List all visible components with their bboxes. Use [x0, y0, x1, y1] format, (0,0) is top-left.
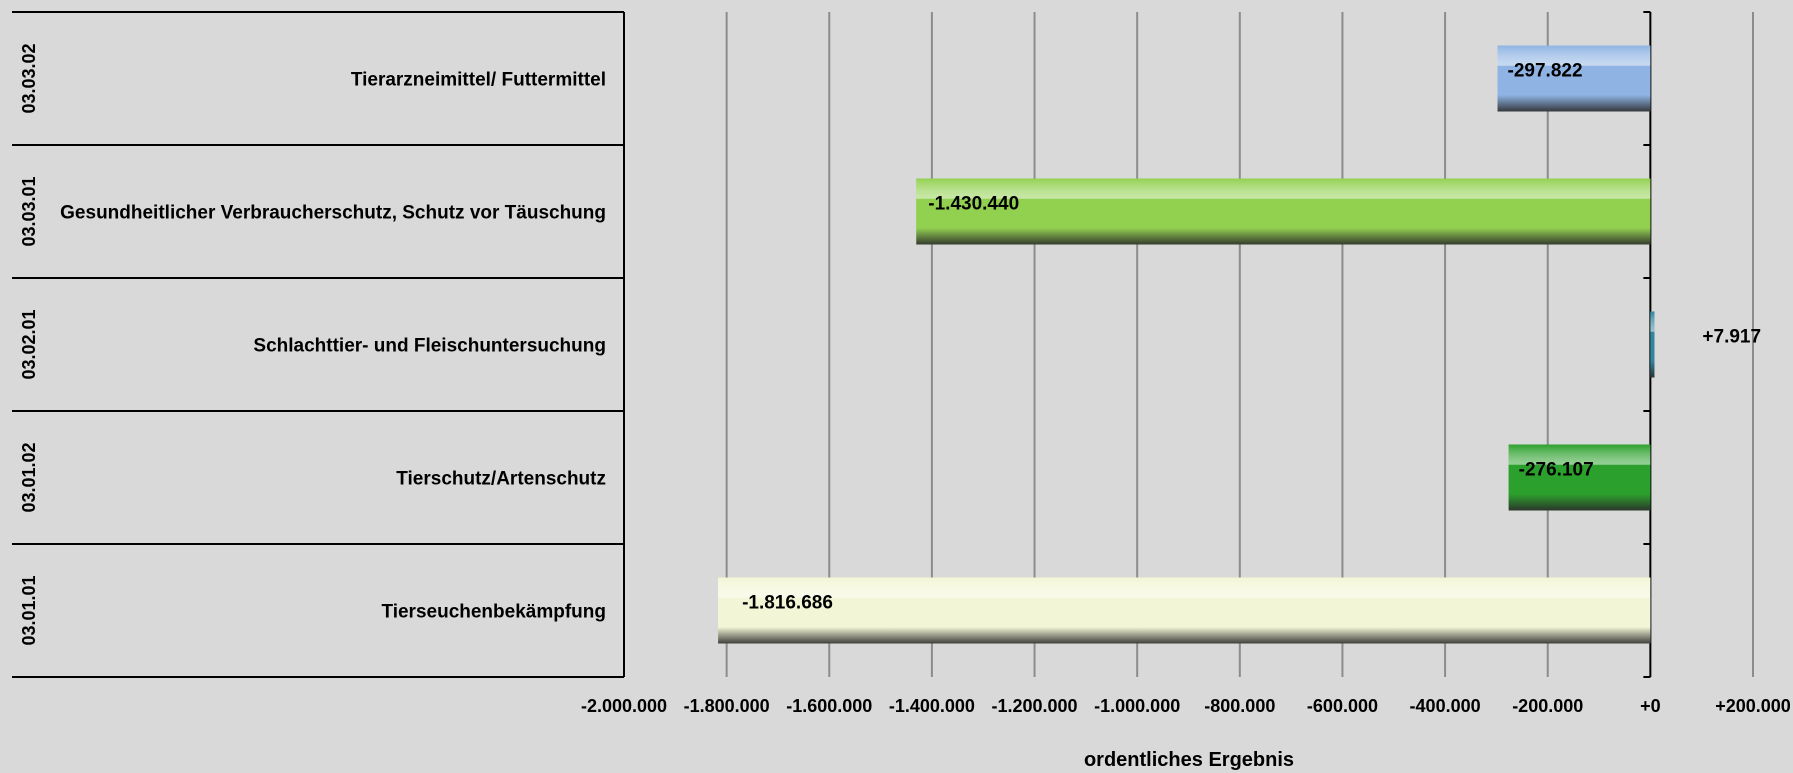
- category-code: 03.01.01: [19, 575, 39, 645]
- x-tick-label: +200.000: [1715, 696, 1791, 716]
- category-code: 03.03.01: [19, 176, 39, 246]
- x-tick-label: -200.000: [1512, 696, 1583, 716]
- data-label: -1.430.440: [928, 194, 1019, 215]
- category-label: Tierarzneimittel/ Futtermittel: [351, 70, 606, 91]
- bar-shading: [1497, 45, 1651, 112]
- x-tick-label: -800.000: [1204, 696, 1275, 716]
- category-code: 03.01.02: [19, 442, 39, 512]
- x-tick-label: -1.200.000: [992, 696, 1078, 716]
- x-tick-label: -400.000: [1410, 696, 1481, 716]
- category-label: Tierseuchenbekämpfung: [381, 602, 606, 623]
- x-axis-title: ordentliches Ergebnis: [1084, 749, 1294, 771]
- x-tick-label: -1.000.000: [1094, 696, 1180, 716]
- x-tick-label: +0: [1640, 696, 1661, 716]
- category-code: 03.03.02: [19, 43, 39, 113]
- x-tick-label: -600.000: [1307, 696, 1378, 716]
- category-label: Gesundheitlicher Verbraucherschutz, Schu…: [60, 203, 606, 224]
- category-label: Tierschutz/Artenschutz: [396, 469, 606, 490]
- bar-shading: [916, 178, 1651, 245]
- bar-shading: [718, 577, 1651, 644]
- category-code: 03.02.01: [19, 309, 39, 379]
- x-tick-label: -1.600.000: [786, 696, 872, 716]
- x-tick-label: -1.400.000: [889, 696, 975, 716]
- x-tick-label: -2.000.000: [581, 696, 667, 716]
- bar-shading: [1508, 444, 1651, 511]
- data-label: -1.816.686: [742, 593, 833, 614]
- bar-shading: [1650, 311, 1655, 378]
- data-label: -297.822: [1508, 61, 1583, 82]
- x-tick-label: -1.800.000: [684, 696, 770, 716]
- data-label: +7.917: [1702, 327, 1761, 348]
- category-label: Schlachttier- und Fleischuntersuchung: [253, 336, 606, 357]
- data-label: -276.107: [1519, 460, 1594, 481]
